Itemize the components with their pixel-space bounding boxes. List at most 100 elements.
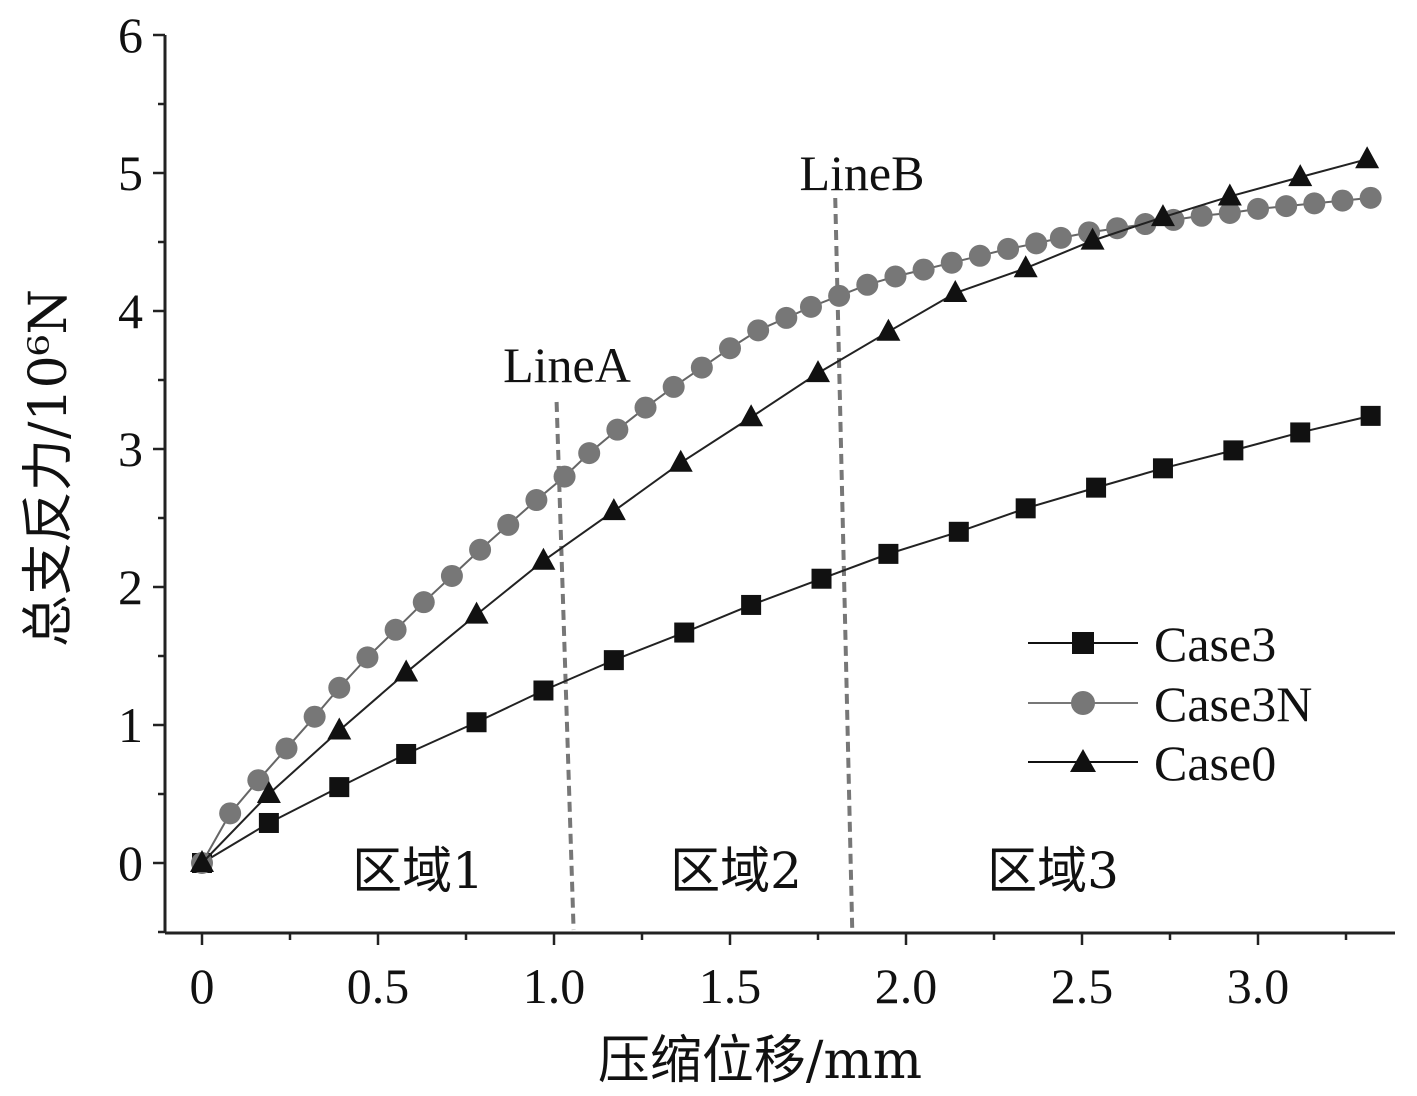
legend-label-case0: Case0 (1154, 735, 1276, 791)
data-point (775, 306, 798, 329)
line-a (554, 401, 576, 931)
y-tick-label: 3 (118, 421, 143, 477)
region-1-label: 区域1 (352, 842, 484, 900)
data-point (1247, 197, 1269, 220)
data-point (256, 781, 281, 803)
legend-label-case3: Case3 (1154, 616, 1276, 672)
data-point (464, 601, 489, 624)
data-point (1152, 458, 1173, 479)
data-point (668, 449, 693, 472)
data-point (1049, 226, 1072, 249)
x-tick-label: 0 (190, 958, 215, 1014)
region-3-label: 区域3 (987, 842, 1119, 900)
series-line (201, 158, 1368, 864)
data-point (603, 650, 624, 671)
data-point (606, 418, 629, 441)
data-point (1218, 202, 1241, 225)
legend-label-case3n: Case3N (1154, 676, 1312, 732)
data-point (884, 265, 907, 288)
data-point (412, 591, 435, 614)
data-point (440, 564, 463, 587)
data-point (275, 737, 298, 760)
data-point (1288, 164, 1313, 187)
data-point (328, 676, 351, 699)
legend-marker-square (1072, 632, 1094, 654)
data-point (1290, 422, 1311, 443)
legend-marker-circle (1071, 691, 1095, 715)
series-line (201, 414, 1371, 864)
series-case3n (191, 186, 1382, 874)
x-tick-label: 3.0 (1227, 958, 1290, 1014)
data-point (811, 568, 832, 589)
data-point (601, 498, 626, 521)
data-point (525, 489, 548, 512)
x-tick-label: 2.5 (1051, 958, 1114, 1014)
data-point (1150, 204, 1175, 227)
data-point (1086, 477, 1107, 498)
data-point (1025, 232, 1048, 255)
data-point (876, 318, 901, 341)
data-point (1355, 146, 1380, 169)
data-point (1359, 186, 1382, 209)
x-tick-label: 0.5 (347, 958, 410, 1014)
data-point (806, 360, 830, 383)
line-b (833, 197, 855, 931)
data-point (469, 538, 492, 561)
data-point (396, 743, 417, 764)
data-point (258, 812, 279, 833)
data-point (1080, 227, 1105, 250)
y-tick-label: 5 (118, 145, 143, 201)
series-group (190, 146, 1382, 874)
data-point (997, 237, 1020, 260)
series-case0 (190, 146, 1380, 872)
data-point (968, 244, 991, 267)
y-axis-title: 总支反力/10⁶N (19, 289, 79, 647)
data-point (690, 356, 713, 379)
data-point (327, 717, 352, 740)
data-point (329, 777, 350, 798)
data-point (799, 295, 822, 318)
x-tick-label: 1.5 (699, 958, 762, 1014)
data-point (497, 513, 520, 536)
data-point (634, 396, 657, 419)
x-tick-label: 1.0 (523, 958, 586, 1014)
data-point (1223, 440, 1244, 461)
x-axis-title: 压缩位移/mm (598, 1031, 922, 1091)
annotation-lines (554, 197, 855, 931)
data-point (553, 465, 576, 488)
data-point (1275, 195, 1298, 218)
data-point (578, 442, 601, 465)
data-point (739, 404, 764, 427)
data-point (878, 543, 899, 564)
data-point (531, 547, 556, 570)
data-point (943, 280, 968, 303)
y-tick-label: 2 (118, 559, 143, 615)
line-a-label: LineA (503, 337, 631, 393)
data-point (190, 850, 214, 872)
data-point (1303, 192, 1326, 215)
data-point (1217, 183, 1242, 206)
data-point (356, 646, 379, 669)
data-point (1190, 204, 1213, 227)
axis-ticks: 0 1 2 3 4 5 6 0 0.5 1.0 1.5 2.0 2.5 3.0 (118, 7, 1348, 1014)
data-point (674, 622, 695, 643)
data-point (856, 273, 879, 296)
data-point (466, 712, 487, 733)
data-point (219, 802, 242, 825)
y-tick-label: 1 (118, 697, 143, 753)
line-b-label: LineB (800, 145, 925, 201)
y-tick-label: 6 (118, 7, 143, 63)
data-point (719, 337, 741, 360)
data-point (828, 284, 851, 307)
data-point (1360, 405, 1381, 426)
region-2-label: 区域2 (670, 842, 802, 900)
data-point (948, 521, 969, 542)
data-point (533, 680, 554, 701)
data-point (940, 251, 963, 274)
data-point (912, 258, 935, 281)
data-point (303, 705, 326, 728)
data-point (247, 769, 270, 792)
data-point (394, 659, 419, 682)
legend: Case3 Case3N Case0 (1028, 616, 1312, 791)
